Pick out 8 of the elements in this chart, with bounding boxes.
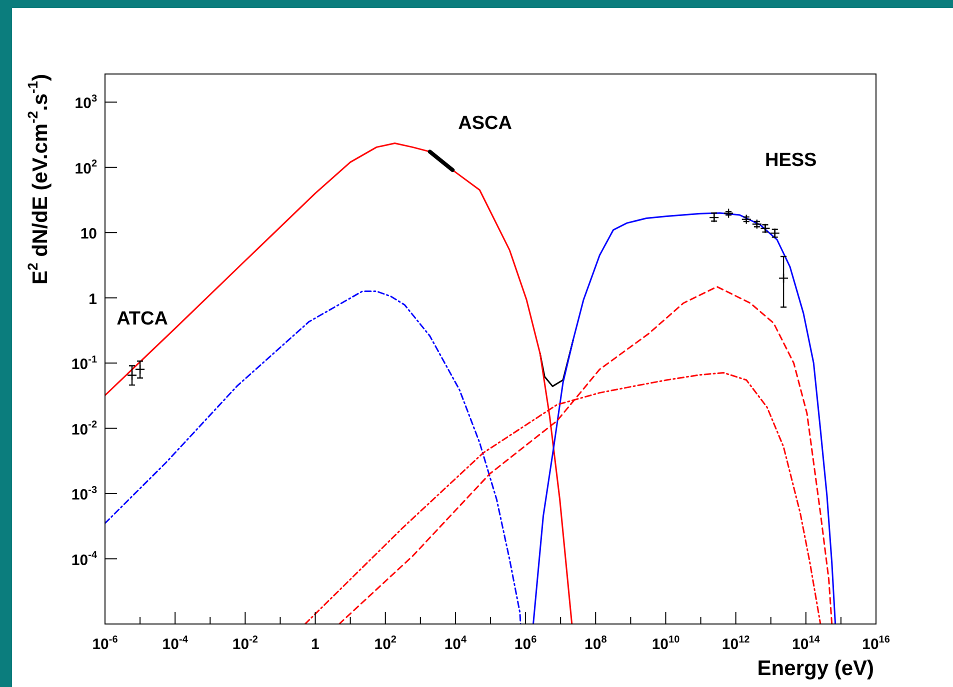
y-tick-label: 1 xyxy=(88,290,97,308)
x-axis-title: Energy (eV) xyxy=(757,657,874,680)
y-tick-label: 10 xyxy=(80,226,98,243)
annotation: ATCA xyxy=(116,308,168,330)
annotation: ASCA xyxy=(458,113,512,134)
x-tick-label: 1 xyxy=(311,636,320,653)
y-axis-title: E2 dN/dE (eV.cm-2.s-1) xyxy=(24,74,52,284)
annotation: HESS xyxy=(764,150,817,171)
